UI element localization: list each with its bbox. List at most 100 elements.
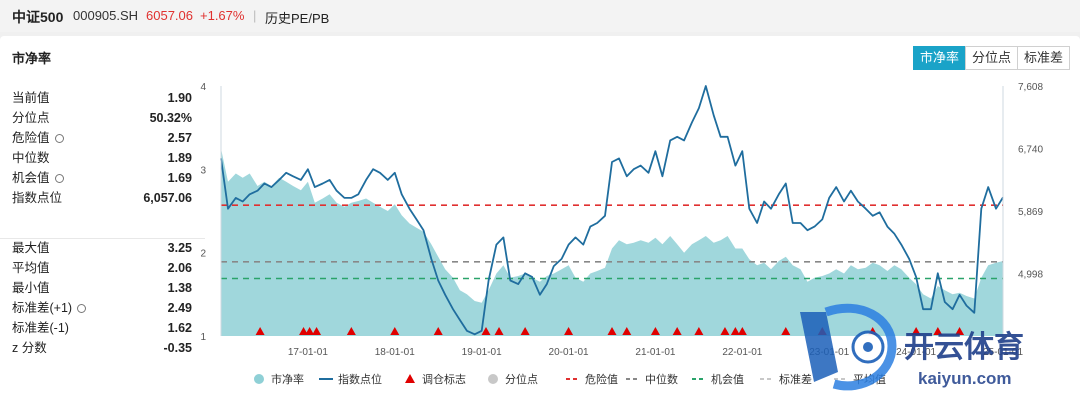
y-left-tick-label: 3 — [200, 165, 206, 176]
index-code: 000905.SH — [73, 8, 139, 23]
panel-title: 市净率 — [12, 51, 52, 66]
legend-swatch — [405, 374, 415, 383]
watermark-domain: kaiyun.com — [918, 369, 1012, 388]
legend-label: 机会值 — [711, 372, 744, 386]
stat-row: 标准差(+1) 2.49 — [12, 298, 192, 318]
y-right-tick-label: 5,869 — [1018, 207, 1043, 218]
legend-item: 调仓标志 — [405, 372, 466, 386]
gear-icon[interactable] — [77, 304, 87, 313]
tab-percentile[interactable]: 分位点 — [965, 46, 1019, 70]
rebalance-marker — [255, 327, 265, 335]
rebalance-marker — [390, 327, 400, 335]
chart-legend: 市净率 指数点位 调仓标志 分位点 危险值 中位数 机会值 标准差 平均值 — [254, 372, 886, 386]
rebalance-marker — [730, 327, 740, 335]
legend-item: 危险值 — [566, 372, 618, 386]
index-line-series — [220, 85, 1004, 336]
x-tick-label: 24-01-01 — [896, 347, 936, 358]
tab-pb[interactable]: 市净率 — [913, 46, 967, 70]
stat-row: 最大值 3.25 — [12, 238, 192, 258]
legend-label: 标准差 — [779, 372, 812, 386]
stats-divider — [0, 238, 205, 239]
watermark-brand: 开云体育 — [904, 330, 1024, 364]
stat-label: 指数点位 — [12, 191, 63, 205]
stat-label: 平均值 — [12, 261, 50, 275]
x-tick-label: 18-01-01 — [375, 347, 415, 358]
legend-item: 市净率 — [254, 372, 304, 386]
y-right-tick-label: 4,998 — [1018, 269, 1043, 280]
pb-area-series — [221, 148, 1003, 336]
gear-icon[interactable] — [54, 174, 64, 183]
x-tick-label: 21-01-01 — [635, 347, 675, 358]
legend-label: 调仓标志 — [422, 372, 466, 386]
stat-label: 分位点 — [12, 111, 50, 125]
rebalance-marker — [911, 327, 921, 335]
stat-row: 最小值 1.38 — [12, 278, 192, 298]
rebalance-marker — [720, 327, 730, 335]
legend-label: 指数点位 — [338, 372, 382, 386]
x-tick-label: 22-01-01 — [722, 347, 762, 358]
x-tick-label: 19-01-01 — [462, 347, 502, 358]
stat-label: 中位数 — [12, 151, 50, 165]
legend-item: 指数点位 — [319, 372, 382, 386]
y-left-tick-label: 4 — [200, 82, 206, 93]
index-change: +1.67% — [200, 8, 245, 23]
legend-item: 分位点 — [488, 372, 538, 386]
stat-value: 2.49 — [167, 301, 192, 315]
stat-row: 中位数 1.89 — [12, 148, 192, 168]
stat-label: 最大值 — [12, 241, 50, 255]
stat-value: 2.57 — [167, 131, 192, 145]
x-tick-label: 20-01-01 — [549, 347, 589, 358]
stat-value: 1.38 — [167, 281, 192, 295]
rebalance-marker — [607, 327, 617, 335]
stat-row: 分位点 50.32% — [12, 108, 192, 128]
stat-label: 标准差(-1) — [12, 321, 69, 335]
stat-label: 最小值 — [12, 281, 50, 295]
tab-stddev[interactable]: 标准差 — [1017, 46, 1071, 70]
y-right-tick-label: 7,608 — [1018, 82, 1043, 93]
index-price: 6057.06 — [146, 8, 193, 23]
stat-value: 3.25 — [167, 241, 192, 255]
stat-row: 平均值 2.06 — [12, 258, 192, 278]
stat-label: 危险值 — [12, 131, 50, 145]
x-tick-label: 17-01-01 — [288, 347, 328, 358]
current-stats: 当前值 1.90 分位点 50.32% 危险值 2.57 中位数 1.89 机会值 1.6… — [12, 88, 192, 208]
stat-row: 当前值 1.90 — [12, 88, 192, 108]
legend-swatch — [488, 374, 498, 384]
stat-label: 机会值 — [12, 171, 50, 185]
stat-value: 1.62 — [167, 321, 192, 335]
y-left-tick-label: 1 — [200, 332, 206, 343]
rebalance-marker — [481, 327, 491, 335]
stat-value: 50.32% — [149, 111, 192, 125]
gear-icon[interactable] — [54, 134, 64, 143]
x-tick-label: 25-01-01 — [983, 347, 1023, 358]
legend-item: 中位数 — [626, 372, 678, 386]
rebalance-marker — [955, 327, 965, 335]
stat-value: 1.90 — [167, 91, 192, 105]
rebalance-marker — [694, 327, 704, 335]
legend-item: 机会值 — [692, 372, 744, 386]
rebalance-marker — [346, 327, 356, 335]
rebalance-marker — [520, 327, 530, 335]
y-right-tick-label: 6,740 — [1018, 144, 1043, 155]
stat-value: 1.89 — [167, 151, 192, 165]
stat-row: z 分数 -0.35 — [12, 338, 192, 358]
rebalance-marker — [650, 327, 660, 335]
rebalance-marker — [737, 327, 747, 335]
stat-label: 当前值 — [12, 91, 50, 105]
stat-value: 2.06 — [167, 261, 192, 275]
stat-row: 机会值 1.69 — [12, 168, 192, 188]
rebalance-marker — [781, 327, 791, 335]
stat-value: 1.69 — [167, 171, 192, 185]
stat-label: 标准差(+1) — [12, 301, 73, 315]
stat-row: 指数点位 6,057.06 — [12, 188, 192, 208]
legend-swatch — [254, 374, 264, 384]
separator: | — [253, 8, 257, 23]
rebalance-marker — [433, 327, 443, 335]
rebalance-marker — [622, 327, 632, 335]
history-pe-pb-link[interactable]: 历史PE/PB — [265, 11, 330, 26]
rebalance-marker — [564, 327, 574, 335]
rebalance-marker — [312, 327, 322, 335]
stat-label: z 分数 — [12, 341, 47, 355]
watermark: 开云体育 kaiyun.com — [800, 303, 1024, 391]
